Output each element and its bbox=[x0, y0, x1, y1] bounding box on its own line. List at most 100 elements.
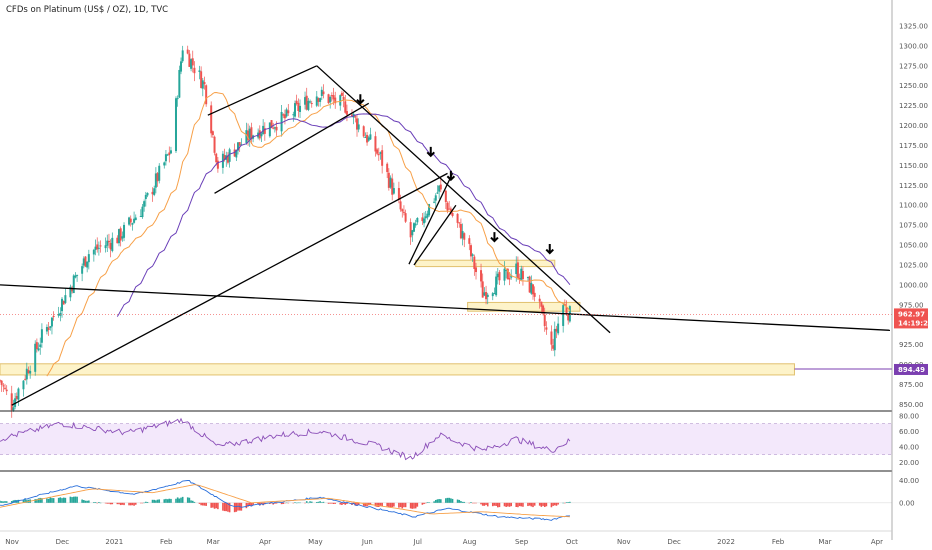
candle bbox=[200, 71, 203, 89]
macd-hist-bar bbox=[240, 502, 243, 511]
candle bbox=[64, 295, 67, 303]
time-tick-label: Dec bbox=[56, 538, 70, 546]
candle bbox=[235, 149, 238, 158]
macd-hist-bar bbox=[143, 502, 145, 504]
macd-hist-bar bbox=[304, 502, 306, 504]
candle bbox=[201, 80, 204, 89]
candle bbox=[428, 204, 431, 216]
macd-hist-bar bbox=[366, 502, 368, 507]
candle bbox=[153, 188, 156, 195]
candle bbox=[121, 236, 124, 239]
macd-hist-bar bbox=[188, 497, 191, 503]
macd-hist-bar bbox=[237, 502, 239, 511]
candle bbox=[533, 292, 536, 297]
candle bbox=[211, 131, 214, 136]
macd-hist-bar bbox=[247, 502, 249, 507]
candle bbox=[392, 188, 395, 194]
time-tick-label: Jun bbox=[361, 538, 373, 546]
macd-hist-bar bbox=[205, 502, 207, 506]
macd-hist-bar bbox=[225, 502, 228, 512]
macd-hist-bar bbox=[434, 499, 437, 503]
candle bbox=[543, 314, 546, 327]
macd-hist-bar bbox=[409, 502, 412, 509]
macd-hist-bar bbox=[191, 500, 194, 503]
macd-hist-bar bbox=[493, 502, 496, 506]
candle bbox=[350, 114, 353, 117]
macd-hist-bar bbox=[252, 502, 254, 506]
candle bbox=[389, 177, 392, 188]
candle bbox=[545, 327, 548, 330]
candle bbox=[34, 343, 37, 372]
candle bbox=[141, 206, 144, 218]
rsi-pane[interactable] bbox=[0, 417, 892, 461]
candle bbox=[35, 342, 38, 350]
price-pane[interactable] bbox=[0, 45, 892, 418]
macd-hist-bar bbox=[471, 502, 474, 504]
macd-pane[interactable] bbox=[0, 480, 892, 521]
rsi-band bbox=[0, 423, 892, 455]
time-tick-label: Nov bbox=[5, 538, 19, 546]
macd-tick-label: 0.00 bbox=[899, 499, 915, 507]
candle bbox=[210, 105, 213, 134]
candle bbox=[469, 245, 472, 257]
macd-hist-bar bbox=[391, 502, 394, 508]
candle bbox=[397, 188, 400, 200]
candle bbox=[295, 100, 298, 104]
candle bbox=[503, 268, 506, 281]
macd-hist-bar bbox=[134, 502, 137, 505]
candle bbox=[505, 270, 508, 272]
candle bbox=[339, 95, 342, 106]
macd-hist-bar bbox=[84, 500, 87, 503]
candle bbox=[317, 98, 320, 102]
macd-hist-bar bbox=[52, 498, 55, 503]
candle bbox=[421, 217, 424, 222]
macd-hist-bar bbox=[356, 502, 358, 506]
macd-hist-bar bbox=[116, 502, 119, 505]
candle bbox=[423, 218, 426, 224]
candle bbox=[379, 152, 382, 154]
candle bbox=[367, 137, 370, 141]
price-tick-label: 1075.00 bbox=[899, 222, 928, 230]
candle bbox=[25, 368, 28, 380]
candle bbox=[193, 67, 196, 74]
candle bbox=[391, 178, 394, 195]
candle bbox=[461, 231, 464, 239]
trendline bbox=[316, 65, 611, 334]
macd-hist-bar bbox=[118, 502, 120, 505]
macd-hist-bar bbox=[527, 502, 529, 507]
macd-hist-bar bbox=[346, 502, 348, 504]
macd-hist-bar bbox=[433, 501, 435, 503]
macd-hist-bar bbox=[41, 498, 43, 503]
time-tick-label: Jul bbox=[412, 538, 422, 546]
macd-hist-bar bbox=[61, 498, 63, 503]
candle bbox=[521, 271, 524, 280]
down-arrow-icon bbox=[490, 232, 499, 243]
candle bbox=[485, 292, 488, 300]
macd-hist-bar bbox=[123, 502, 125, 506]
macd-hist-bar bbox=[5, 501, 8, 503]
macd-hist-bar bbox=[47, 498, 50, 503]
macd-hist-bar bbox=[545, 502, 548, 507]
candle bbox=[381, 150, 384, 166]
macd-hist-bar bbox=[332, 502, 335, 505]
candle bbox=[169, 150, 172, 154]
candle bbox=[285, 109, 288, 117]
time-tick-label: Sep bbox=[515, 538, 529, 546]
macd-hist-bar bbox=[321, 502, 323, 503]
macd-hist-bar bbox=[404, 502, 407, 508]
candle bbox=[424, 216, 427, 219]
candle bbox=[29, 370, 32, 374]
down-arrow-icon bbox=[426, 146, 435, 158]
macd-hist-bar bbox=[342, 502, 345, 505]
macd-hist-bar bbox=[297, 502, 300, 504]
macd-hist-bar bbox=[426, 502, 429, 503]
macd-hist-bar bbox=[83, 500, 85, 503]
signal-line bbox=[0, 484, 570, 518]
macd-hist-bar bbox=[438, 499, 440, 503]
macd-hist-bar bbox=[217, 502, 219, 510]
candle bbox=[247, 130, 250, 141]
macd-hist-bar bbox=[386, 502, 388, 507]
candle bbox=[444, 190, 447, 203]
